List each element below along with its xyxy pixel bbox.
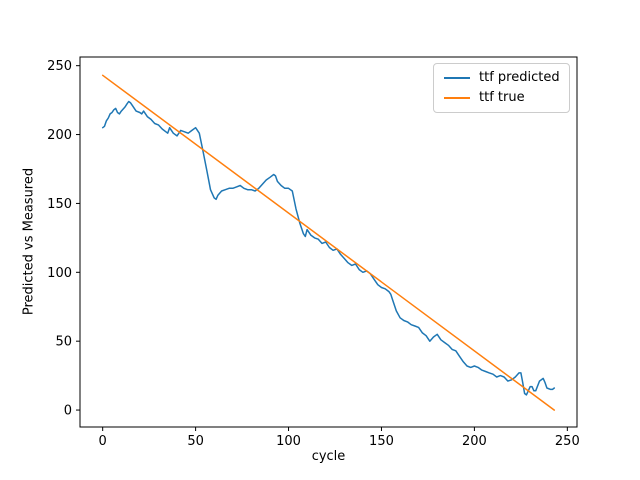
legend-label-ttf-predicted: ttf predicted [479, 70, 560, 85]
x-tick-label: 0 [99, 434, 107, 449]
axes-frame [79, 56, 578, 428]
x-tick-label: 200 [462, 434, 487, 449]
y-tick-label: 250 [47, 59, 72, 74]
y-tick-label: 150 [47, 197, 72, 212]
legend-item-ttf-true: ttf true [444, 89, 563, 107]
y-tick-label: 50 [55, 335, 72, 350]
x-tick-label: 250 [555, 434, 580, 449]
legend-label-ttf-true: ttf true [479, 90, 525, 105]
legend: ttf predicted ttf true [433, 63, 570, 113]
ttf-predicted-line [101, 100, 556, 396]
ttf-true-line [101, 74, 556, 411]
y-tick-label: 0 [64, 404, 72, 419]
x-axis-label: cycle [311, 449, 346, 464]
y-tick-label: 100 [47, 266, 72, 281]
legend-item-ttf-predicted: ttf predicted [444, 69, 563, 87]
y-axis-label: Predicted vs Measured [21, 167, 37, 316]
x-tick-label: 50 [187, 434, 204, 449]
x-tick-label: 100 [276, 434, 301, 449]
x-tick-label: 150 [369, 434, 394, 449]
ttf-predicted-line-swatch [444, 77, 470, 79]
y-tick-label: 200 [47, 128, 72, 143]
ttf-true-line-swatch [444, 97, 470, 99]
